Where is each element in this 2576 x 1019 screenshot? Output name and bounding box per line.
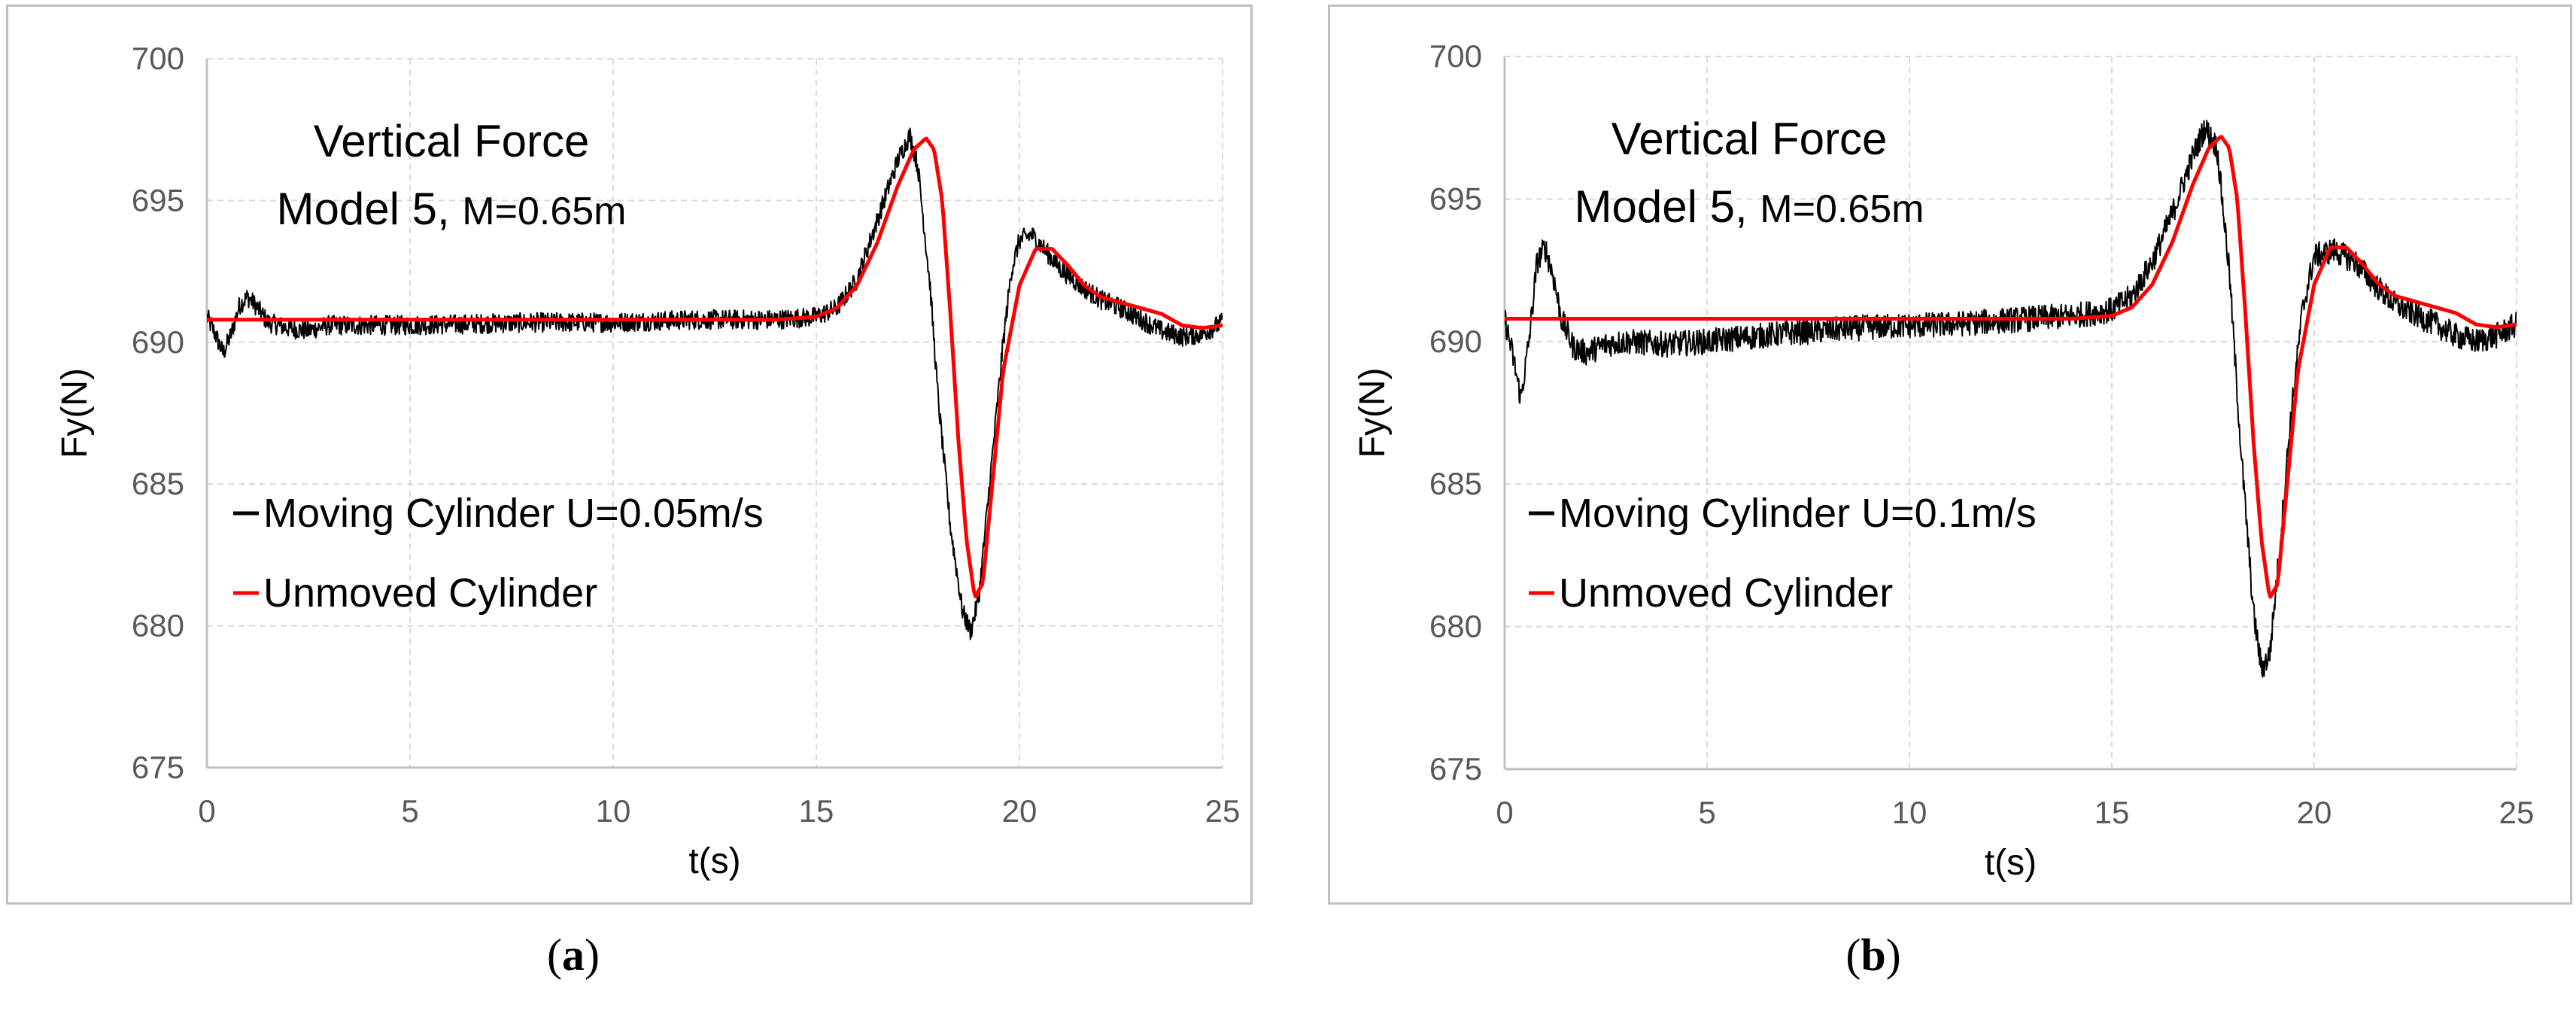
series-line-0 (207, 127, 1223, 640)
x-tick-label: 0 (198, 793, 215, 829)
subtitle-prefix: Model 5, (276, 184, 462, 234)
x-tick-label: 10 (1892, 795, 1927, 830)
chart-panel-b (1328, 5, 2572, 905)
x-tick-label: 0 (1496, 795, 1513, 830)
caption-b: (b) (1845, 930, 1901, 980)
x-tick-label: 15 (799, 793, 834, 829)
y-axis-label: Fy(N) (1353, 368, 1393, 458)
y-tick-label: 700 (1429, 38, 1482, 74)
chart-subtitle: Model 5, M=0.65m (276, 184, 626, 234)
legend-label: Unmoved Cylinder (1559, 570, 1893, 616)
x-tick-label: 5 (1698, 795, 1715, 830)
chart-subtitle: Model 5, M=0.65m (1574, 181, 1924, 232)
caption-a: (a) (547, 930, 600, 980)
x-tick-label: 5 (401, 793, 418, 829)
y-tick-label: 680 (1429, 609, 1482, 644)
subtitle-prefix: Model 5, (1574, 181, 1760, 232)
x-tick-label: 20 (1002, 793, 1037, 829)
subtitle-suffix: M=0.65m (462, 190, 626, 233)
y-tick-label: 680 (132, 608, 184, 643)
y-tick-label: 690 (1429, 324, 1482, 359)
y-tick-label: 685 (1429, 466, 1482, 501)
series-line-1 (1505, 135, 2517, 599)
series-line-1 (207, 136, 1223, 598)
x-axis-label: t(s) (1985, 843, 2037, 883)
y-tick-label: 675 (1429, 751, 1482, 786)
y-tick-label: 685 (132, 466, 184, 501)
y-tick-label: 695 (132, 182, 184, 217)
x-tick-label: 10 (596, 793, 631, 829)
legend-label: Moving Cylinder U=0.05m/s (263, 491, 764, 536)
y-tick-label: 690 (132, 324, 184, 360)
x-tick-label: 25 (1205, 793, 1241, 829)
x-tick-label: 25 (2499, 795, 2535, 830)
chart-title: Vertical Force (1612, 114, 1888, 164)
subtitle-suffix: M=0.65m (1760, 187, 1924, 231)
legend-label: Moving Cylinder U=0.1m/s (1559, 491, 2037, 536)
series-line-0 (1505, 120, 2517, 678)
caption-a-label: a (562, 930, 585, 980)
x-tick-label: 15 (2095, 795, 2130, 830)
chart-a: 675 680 685 690 695 700 0 5 10 15 20 25 t(s) Fy(N) Ver… (55, 41, 1241, 881)
x-axis-label: t(s) (688, 841, 740, 881)
y-axis-label: Fy(N) (55, 368, 95, 458)
x-tick-label: 20 (2297, 795, 2332, 830)
caption-b-label: b (1861, 930, 1886, 980)
chart-panel-a (6, 5, 1253, 905)
chart-title: Vertical Force (314, 116, 590, 166)
legend-label: Unmoved Cylinder (263, 570, 597, 616)
y-tick-label: 695 (1429, 181, 1482, 216)
y-tick-label: 675 (132, 750, 184, 785)
y-tick-label: 700 (132, 41, 184, 76)
